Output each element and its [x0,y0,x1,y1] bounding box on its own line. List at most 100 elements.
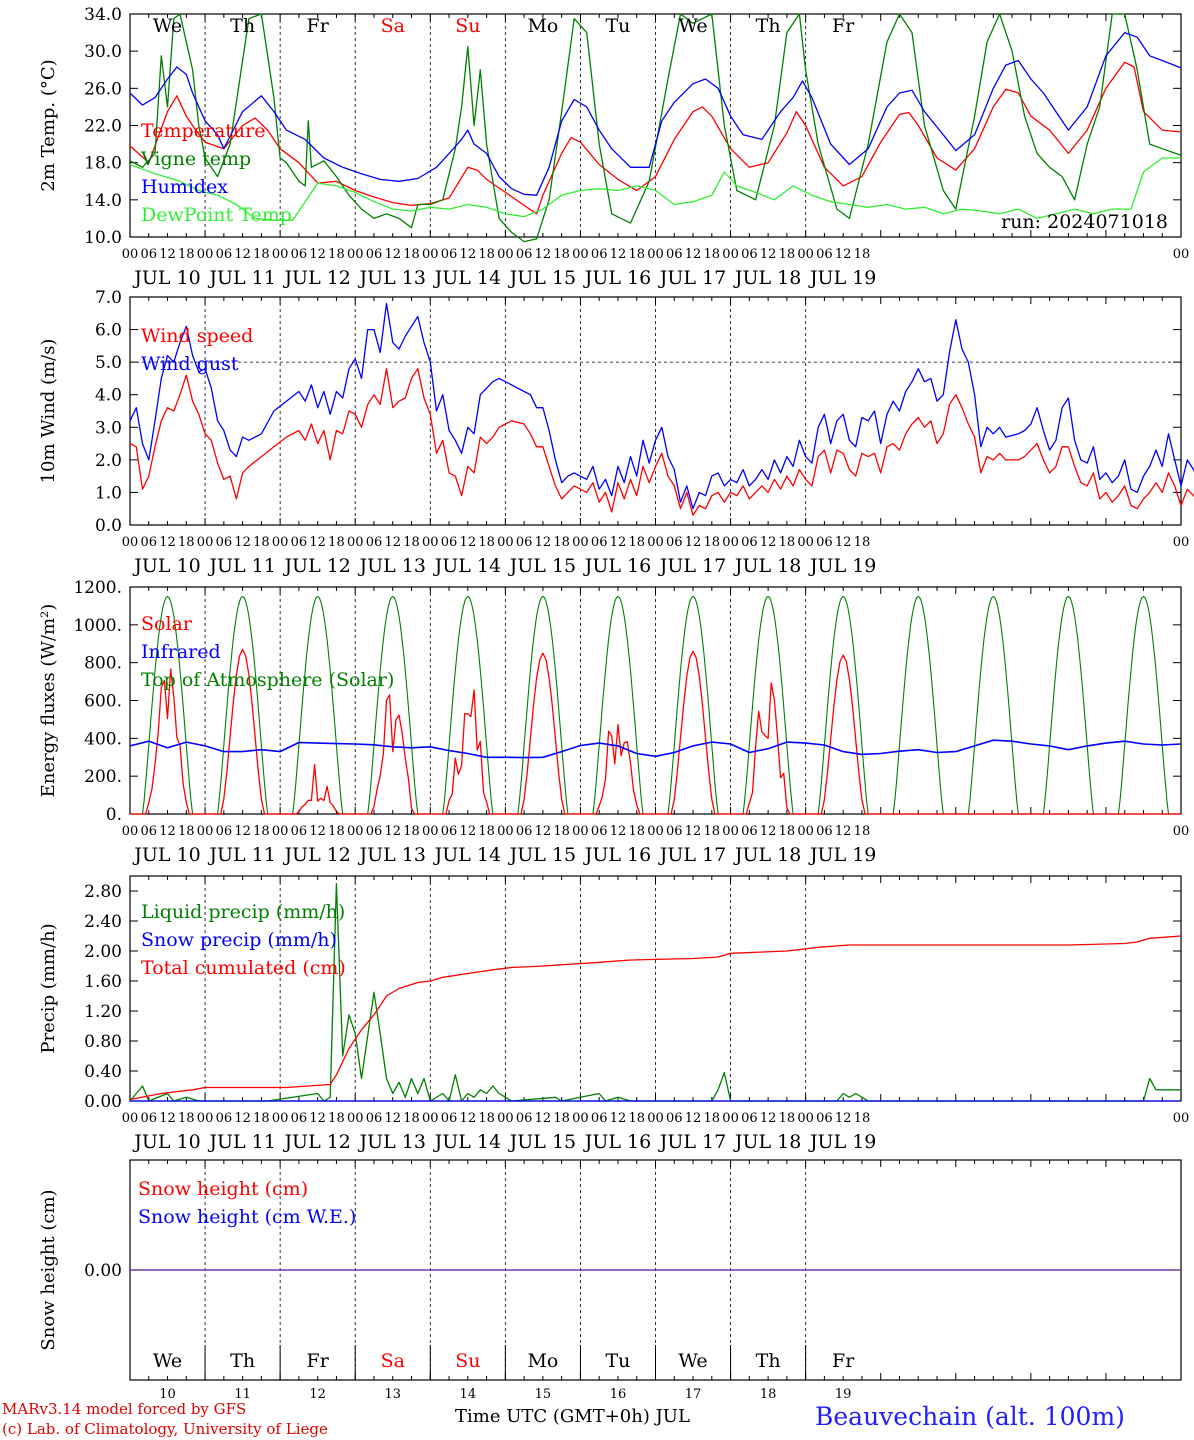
date-label: JUL 13 [358,1131,426,1153]
hour-tick-label: 06 [516,247,533,262]
hour-tick-label: 18 [478,1111,495,1126]
hour-tick-label: 18 [854,824,871,839]
wind-y-tick-label: 7.0 [95,288,122,308]
model-credit: MARv3.14 model forced by GFS [2,1400,247,1418]
hour-tick-label: 00 [1173,824,1190,839]
hour-tick-label: 18 [704,824,721,839]
hour-tick-label: 18 [328,1111,345,1126]
date-label: JUL 11 [207,1131,275,1153]
hour-tick-label: 06 [516,1111,533,1126]
hour-tick-label: 18 [178,247,195,262]
date-label: JUL 14 [433,844,501,866]
date-label: JUL 15 [508,267,576,289]
hour-tick-label: 00 [422,247,439,262]
hour-tick-label: 06 [591,824,608,839]
precip-series-line [129,882,1181,1102]
wind-y-tick-label: 0.0 [95,516,122,536]
hour-tick-label: 00 [122,247,139,262]
hour-tick-label: 18 [403,247,420,262]
hour-tick-label: 00 [797,1111,814,1126]
date-label: JUL 11 [207,555,275,577]
hour-tick-label: 12 [610,824,627,839]
date-label: JUL 17 [658,555,726,577]
hour-tick-label: 12 [159,824,176,839]
hour-tick-label: 06 [816,1111,833,1126]
flux-legend-entry: Top of Atmosphere (Solar) [141,669,394,691]
day-number-label: 15 [535,1387,552,1402]
hour-tick-label: 12 [610,247,627,262]
flux-legend-entry: Infrared [141,641,221,663]
hour-tick-label: 12 [760,247,777,262]
hour-tick-label: 12 [835,247,852,262]
hour-tick-label: 00 [497,824,514,839]
temp-series-line [129,13,1182,243]
hour-tick-label: 00 [722,247,739,262]
day-number-label: 19 [835,1387,852,1402]
hour-tick-label: 18 [553,535,570,550]
hour-tick-label: 06 [741,247,758,262]
day-number-label: 14 [460,1387,477,1402]
temp-series-line [129,157,1181,221]
hour-tick-label: 18 [704,247,721,262]
hour-tick-label: 12 [760,535,777,550]
hour-tick-label: 12 [234,535,251,550]
hour-tick-label: 18 [328,824,345,839]
flux-y-tick-label: 400. [84,729,122,749]
weekday-label-bottom: We [678,1350,707,1372]
wind-y-tick-label: 5.0 [95,353,122,373]
date-label: JUL 10 [132,844,200,866]
hour-tick-label: 06 [441,247,458,262]
hour-tick-label: 12 [835,1111,852,1126]
hour-tick-label: 18 [553,824,570,839]
hour-tick-label: 06 [441,1111,458,1126]
hour-tick-label: 00 [497,247,514,262]
hour-tick-label: 06 [366,824,383,839]
day-number-label: 10 [159,1387,176,1402]
hour-tick-label: 00 [797,247,814,262]
wind-y-tick-label: 1.0 [95,483,122,503]
precip-y-axis-title: Precip (mm/h) [38,923,59,1053]
hour-tick-label: 06 [291,824,308,839]
hour-tick-label: 00 [347,535,364,550]
date-label: JUL 10 [132,555,200,577]
date-label: JUL 15 [508,555,576,577]
station-name: Beauvechain (alt. 100m) [815,1402,1125,1431]
hour-tick-label: 18 [854,247,871,262]
precip-y-tick-label: 0.40 [84,1062,122,1082]
hour-tick-label: 00 [572,247,589,262]
temp-y-tick-label: 26.0 [84,79,122,99]
weekday-label-bottom: Tu [606,1350,631,1372]
weekday-label-bottom: Su [455,1350,480,1372]
hour-tick-label: 12 [234,1111,251,1126]
hour-tick-label: 06 [140,824,157,839]
hour-tick-label: 00 [797,535,814,550]
precip-y-tick-label: 0.00 [84,1092,122,1112]
hour-tick-label: 18 [328,535,345,550]
hour-tick-label: 00 [572,535,589,550]
weekday-label-top: Su [455,15,480,37]
hour-tick-label: 06 [591,247,608,262]
hour-tick-label: 06 [441,824,458,839]
time-axis-title: Time UTC (GMT+0h) JUL [455,1406,690,1427]
hour-tick-label: 12 [685,535,702,550]
temp-y-tick-label: 14.0 [84,191,122,211]
hour-tick-label: 12 [760,1111,777,1126]
weekday-label-bottom: Sa [381,1350,405,1372]
date-label: JUL 12 [282,1131,350,1153]
weekday-label-bottom: Th [756,1350,781,1372]
hour-tick-label: 18 [854,535,871,550]
hour-tick-label: 06 [140,1111,157,1126]
date-label: JUL 14 [433,1131,501,1153]
date-label: JUL 15 [508,844,576,866]
temp-y-axis-title: 2m Temp. (°C) [38,59,59,191]
hour-tick-label: 00 [572,824,589,839]
date-label: JUL 13 [358,555,426,577]
hour-tick-label: 00 [647,535,664,550]
date-label: JUL 12 [282,267,350,289]
infrared-line [129,739,1182,759]
hour-tick-label: 18 [403,824,420,839]
hour-tick-label: 18 [553,247,570,262]
precip-y-tick-label: 1.60 [84,972,122,992]
wind-y-axis-title: 10m Wind (m/s) [38,339,59,484]
